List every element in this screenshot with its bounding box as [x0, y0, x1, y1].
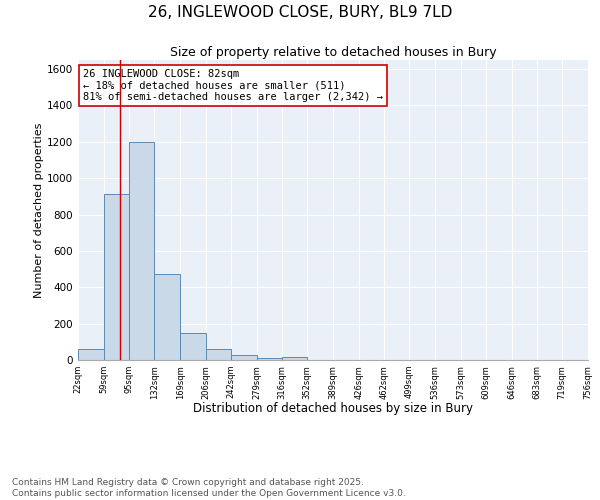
Bar — [282, 356, 307, 360]
Bar — [231, 355, 257, 360]
Bar — [180, 332, 206, 360]
Bar — [129, 142, 154, 360]
Bar — [257, 358, 282, 360]
Bar — [104, 194, 129, 360]
Title: Size of property relative to detached houses in Bury: Size of property relative to detached ho… — [170, 46, 496, 59]
Bar — [154, 274, 180, 360]
Text: Contains HM Land Registry data © Crown copyright and database right 2025.
Contai: Contains HM Land Registry data © Crown c… — [12, 478, 406, 498]
Bar — [78, 350, 104, 360]
Bar — [206, 349, 231, 360]
Y-axis label: Number of detached properties: Number of detached properties — [34, 122, 44, 298]
Text: 26 INGLEWOOD CLOSE: 82sqm
← 18% of detached houses are smaller (511)
81% of semi: 26 INGLEWOOD CLOSE: 82sqm ← 18% of detac… — [83, 69, 383, 102]
Text: 26, INGLEWOOD CLOSE, BURY, BL9 7LD: 26, INGLEWOOD CLOSE, BURY, BL9 7LD — [148, 5, 452, 20]
X-axis label: Distribution of detached houses by size in Bury: Distribution of detached houses by size … — [193, 402, 473, 414]
